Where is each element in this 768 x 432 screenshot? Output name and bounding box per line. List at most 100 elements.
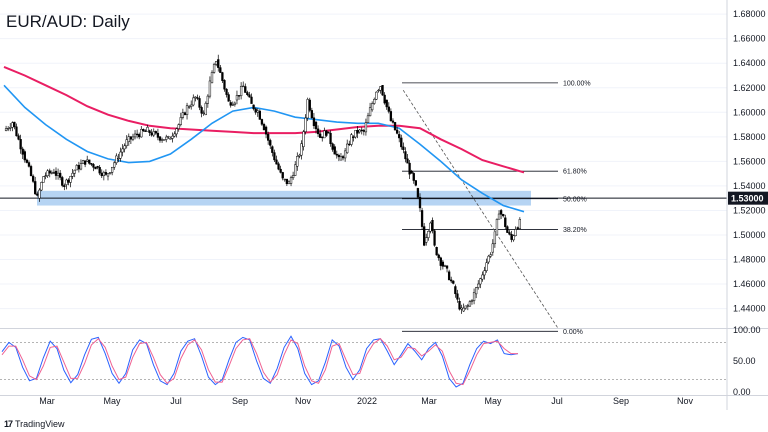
candle-body	[352, 136, 355, 138]
candle-body	[21, 148, 24, 155]
candle-body	[7, 128, 10, 130]
candle-body	[77, 165, 81, 170]
trendline	[402, 89, 559, 329]
candle-body	[331, 143, 334, 150]
candle-body	[346, 143, 349, 154]
candle-body	[48, 170, 51, 174]
candle-body	[377, 89, 380, 92]
candle-body	[54, 170, 58, 176]
candle-body	[337, 154, 341, 158]
fib-level-label: 50.00%	[563, 196, 587, 203]
price-tick-label: 1.50000	[733, 230, 766, 240]
candle-body	[383, 94, 386, 104]
candle-body	[371, 103, 374, 111]
candle-body	[393, 122, 397, 131]
stochastic-tick-label: 100.00	[733, 325, 761, 335]
fib-level-label: 38.20%	[563, 227, 587, 234]
time-axis[interactable]: Mar May Jul Sep Nov 2022 Mar May Jul Sep Nov	[39, 396, 693, 406]
candle-body	[443, 265, 447, 267]
candle-body	[154, 131, 157, 134]
price-tag-box	[728, 191, 768, 205]
candle-body	[435, 247, 438, 256]
stochastic-line	[1, 337, 518, 386]
candle-body	[102, 172, 105, 177]
candle-body	[173, 133, 176, 137]
candle-body	[477, 283, 480, 288]
candle-body	[131, 136, 135, 140]
candle-body	[433, 230, 436, 246]
candle-body	[11, 122, 14, 128]
candle-body	[423, 226, 426, 246]
candle-body	[158, 136, 162, 141]
time-tick-label: Mar	[421, 396, 437, 406]
candle-body	[127, 136, 130, 142]
candle-body	[152, 131, 155, 136]
candle-body	[325, 130, 328, 136]
time-tick-label: May	[103, 396, 121, 406]
candle-body	[179, 117, 182, 125]
candle-body	[429, 222, 432, 232]
candle-body	[79, 163, 83, 170]
candle-body	[210, 72, 214, 84]
candle-body	[316, 128, 320, 135]
time-tick-label: Jul	[551, 396, 563, 406]
candle-body	[514, 229, 517, 236]
candle-body	[106, 173, 110, 177]
candle-body	[123, 145, 126, 150]
candle-body	[472, 292, 476, 301]
candle-body	[212, 64, 216, 73]
candle-body	[479, 278, 482, 285]
candle-body	[63, 185, 66, 188]
candle-body	[502, 214, 505, 217]
candle-body	[402, 146, 405, 150]
candle-body	[160, 139, 164, 141]
candle-body	[350, 134, 353, 145]
candle-body	[177, 124, 180, 129]
candle-body	[485, 262, 488, 271]
candle-body	[111, 166, 114, 173]
candle-body	[296, 156, 299, 167]
candle-body	[412, 173, 415, 181]
candle-body	[437, 254, 440, 259]
price-axis[interactable]: 1.68000 1.66000 1.64000 1.62000 1.60000 1.580…	[726, 0, 766, 410]
candle-body	[389, 111, 393, 122]
candle-body	[229, 102, 232, 106]
candle-body	[489, 254, 492, 257]
candle-body	[223, 80, 226, 90]
candle-body	[165, 136, 168, 140]
candle-body	[445, 265, 449, 269]
tradingview-brand[interactable]: 17 TradingView	[4, 419, 65, 429]
candle-body	[354, 129, 357, 138]
time-tick-label: Sep	[613, 396, 629, 406]
candle-body	[121, 148, 124, 153]
candle-body	[418, 196, 422, 209]
candle-body	[262, 124, 266, 131]
candle-body	[135, 133, 139, 136]
candle-body	[462, 307, 465, 312]
candle-body	[319, 133, 322, 138]
candle-body	[327, 131, 330, 134]
stochastic-tick-label: 0.00	[733, 387, 751, 397]
candle-body	[239, 86, 243, 96]
candle-body	[244, 86, 247, 93]
candle-body	[343, 150, 347, 159]
chart-title: EUR/AUD: Daily	[6, 12, 130, 31]
stochastic-line	[1, 335, 519, 388]
candle-body	[281, 172, 284, 179]
candle-body	[34, 181, 37, 195]
candle-body	[497, 213, 501, 220]
fib-level-label: 100.00%	[563, 80, 591, 87]
candle-body	[46, 170, 49, 177]
candle-body	[404, 151, 407, 160]
candle-body	[115, 155, 118, 164]
candle-body	[312, 117, 316, 127]
candle-body	[358, 129, 361, 133]
candle-body	[38, 189, 41, 199]
candle-body	[518, 219, 521, 229]
candle-body	[406, 158, 409, 164]
candle-body	[23, 151, 26, 161]
candle-body	[56, 172, 60, 176]
candle-body	[83, 160, 87, 165]
candle-body	[441, 261, 445, 267]
